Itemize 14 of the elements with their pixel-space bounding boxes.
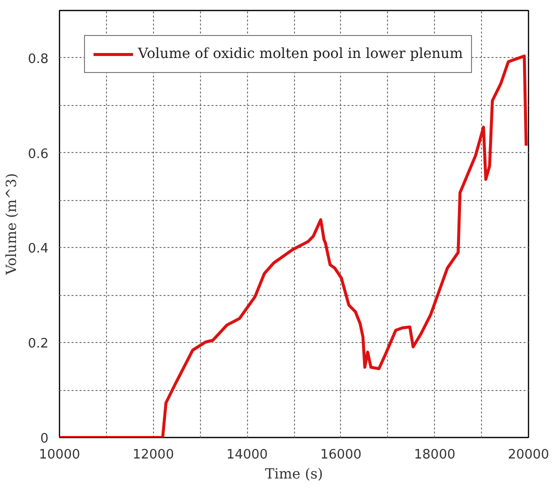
x-axis-title: Time (s) <box>265 466 323 482</box>
y-tick-label: 0.2 <box>28 336 49 352</box>
y-tick-label: 0 <box>40 432 49 446</box>
x-tick-label: 10000 <box>38 448 80 462</box>
y-tick-label: 0.4 <box>28 242 49 257</box>
legend-label: Volume of oxidic molten pool in lower plenum <box>138 46 463 62</box>
y-axis-title: Volume (m^3) <box>4 173 20 276</box>
x-tick-label: 18000 <box>414 448 456 462</box>
x-tick-label: 12000 <box>132 448 174 462</box>
y-tick-label: 0.6 <box>28 146 49 162</box>
y-tick-label: 0.8 <box>28 52 49 67</box>
x-tick-label: 16000 <box>320 448 362 462</box>
x-tick-label: 20000 <box>508 448 550 462</box>
x-tick-label: 14000 <box>226 448 268 462</box>
